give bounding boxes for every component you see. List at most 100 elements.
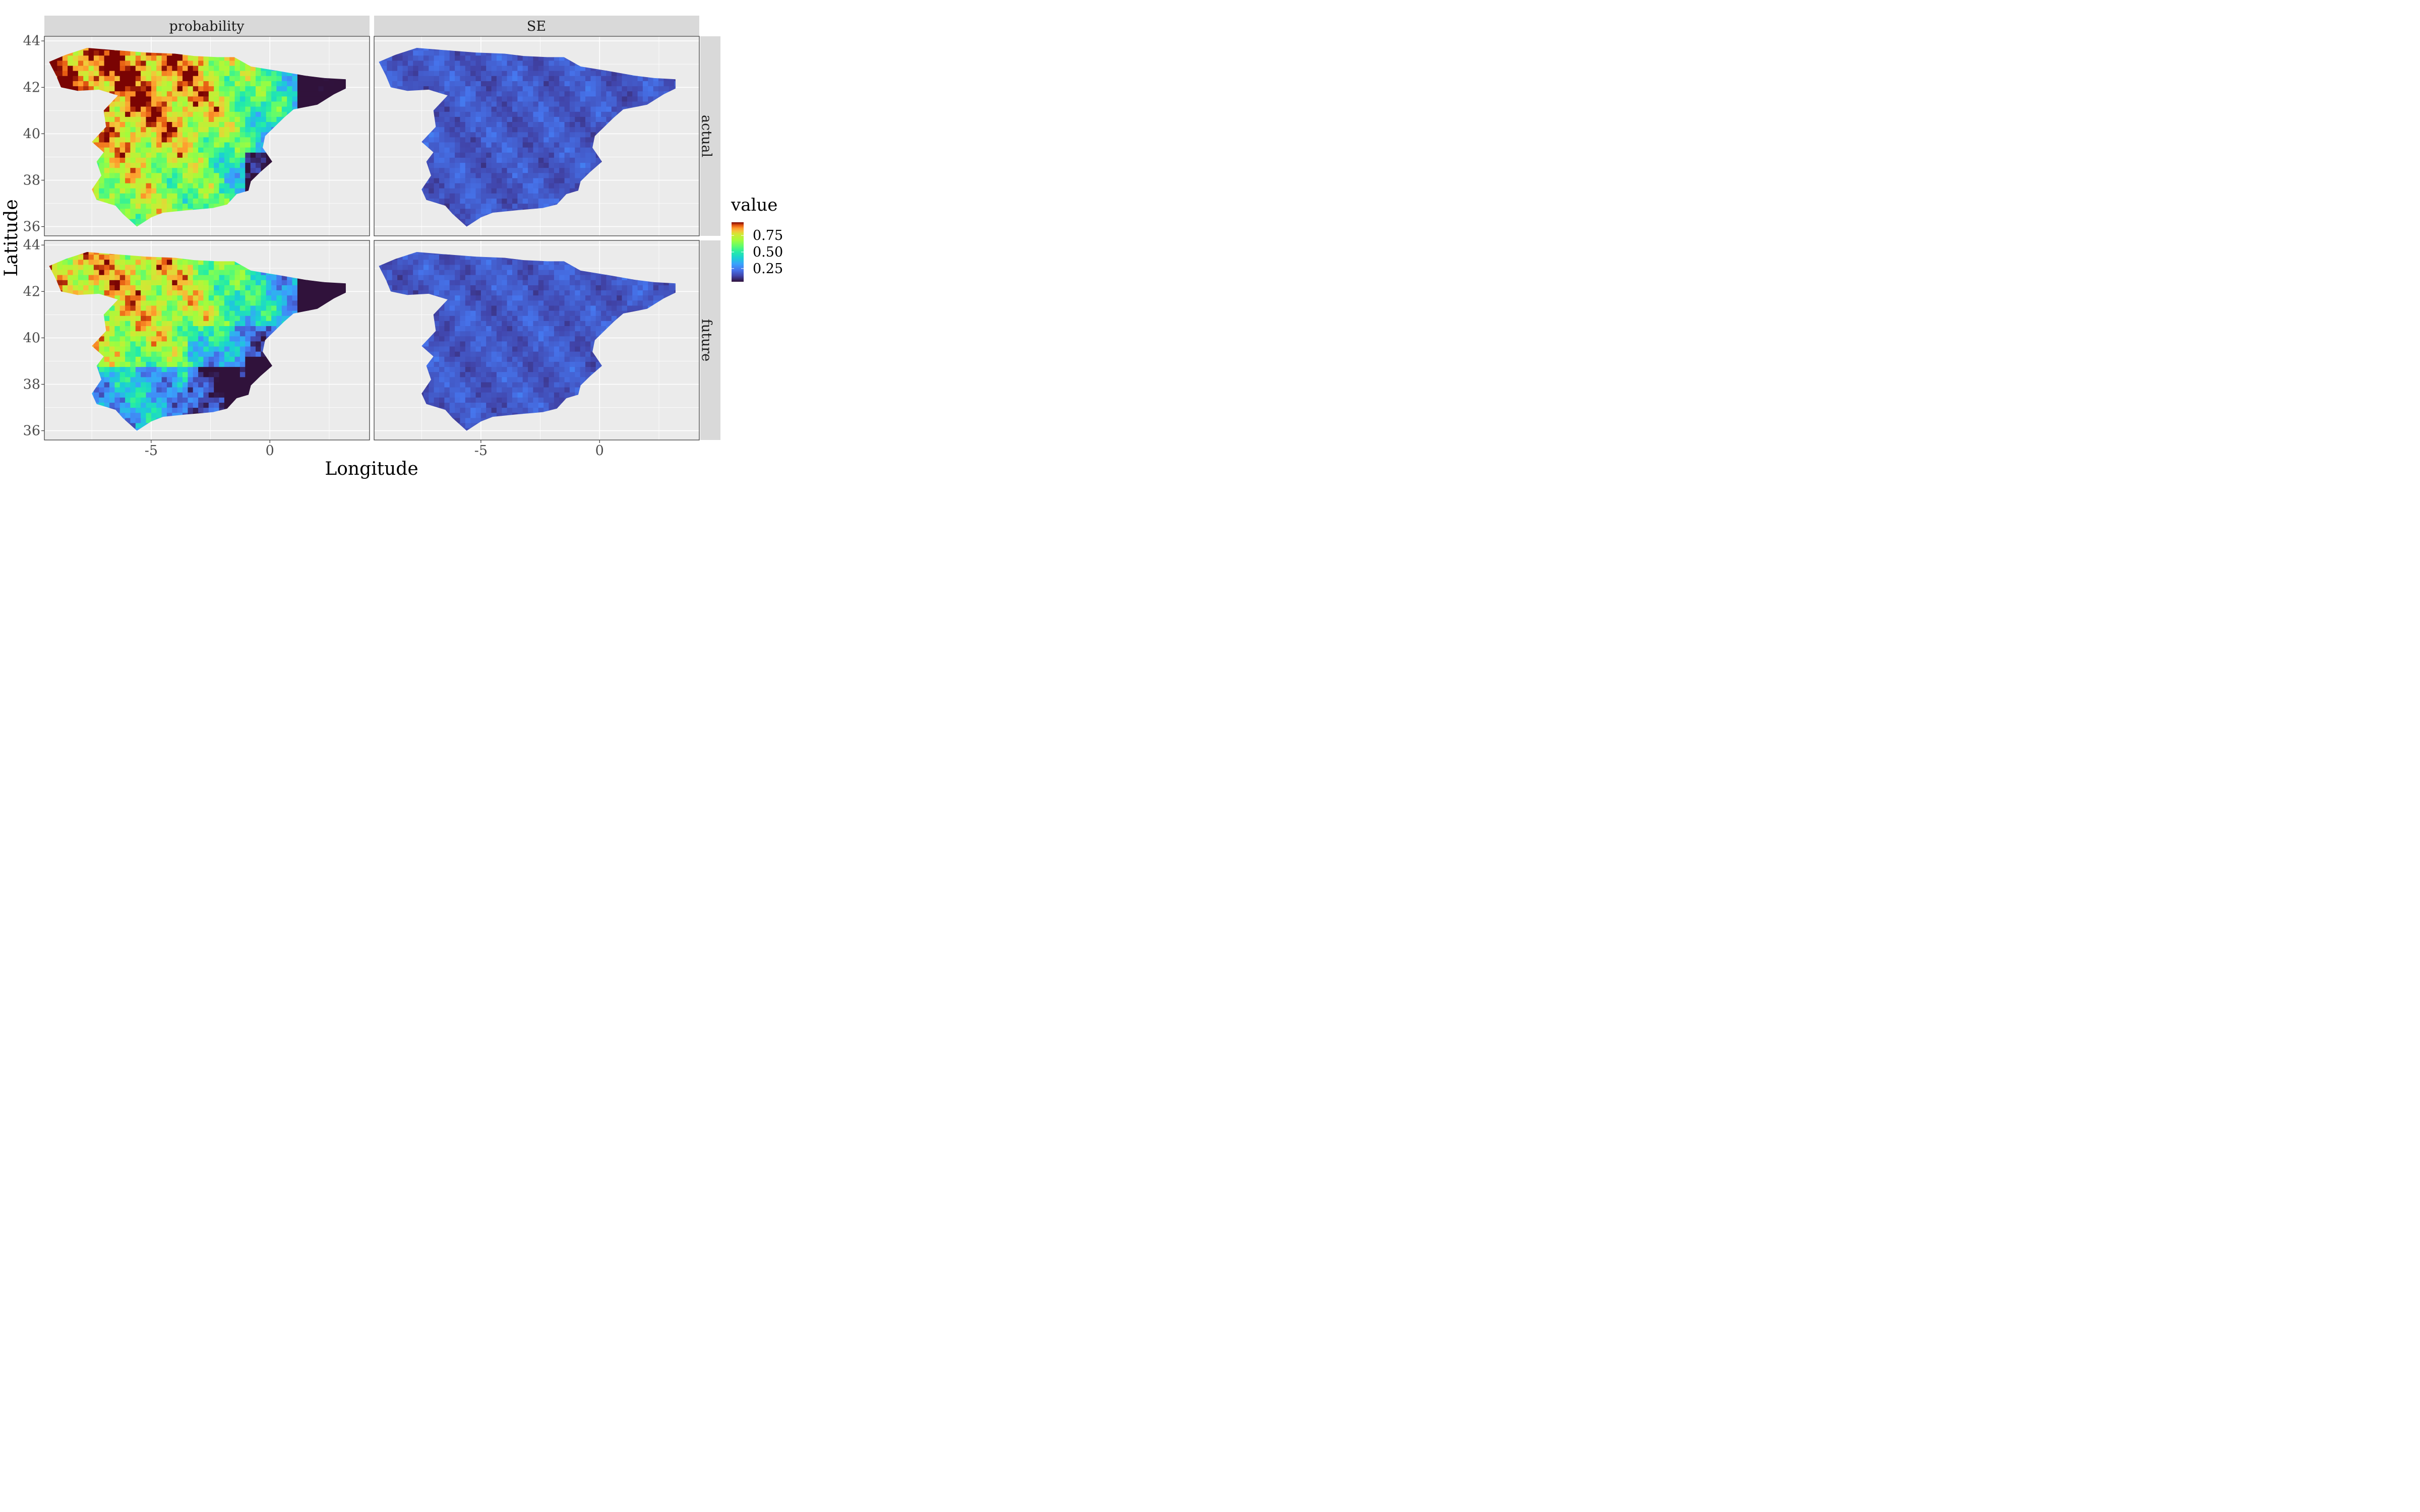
raster-cell	[439, 183, 445, 188]
raster-cell	[590, 106, 596, 112]
raster-cell	[119, 366, 126, 372]
raster-cell	[460, 121, 466, 128]
raster-cell	[491, 157, 497, 163]
raster-cell	[496, 157, 502, 163]
raster-cell	[104, 55, 110, 61]
raster-cell	[460, 111, 466, 117]
raster-cell	[161, 167, 167, 173]
raster-cell	[517, 172, 523, 178]
raster-cell	[276, 91, 282, 97]
raster-cell	[141, 198, 147, 204]
raster-cell	[119, 96, 126, 102]
raster-cell	[135, 152, 141, 158]
raster-cell	[569, 157, 575, 163]
raster-cell	[271, 106, 277, 112]
raster-cell	[449, 203, 455, 209]
raster-cell	[517, 96, 523, 102]
raster-cell	[135, 137, 141, 143]
raster-cell	[266, 127, 272, 133]
raster-cell	[109, 259, 115, 265]
raster-cell	[125, 336, 131, 342]
raster-cell	[554, 81, 560, 87]
raster-cell	[219, 86, 225, 92]
raster-cell	[256, 96, 261, 102]
raster-cell	[507, 96, 513, 102]
raster-cell	[397, 81, 403, 87]
raster-cell	[119, 91, 126, 97]
raster-cell	[125, 285, 131, 291]
raster-cell	[449, 188, 455, 194]
raster-cell	[203, 101, 209, 107]
raster-cell	[130, 402, 136, 408]
raster-cell	[141, 422, 147, 428]
raster-cell	[239, 152, 246, 158]
raster-cell	[78, 60, 84, 66]
raster-cell	[475, 137, 481, 143]
raster-cell	[183, 188, 188, 194]
raster-cell	[569, 66, 575, 71]
raster-cell	[533, 121, 539, 128]
raster-cell	[224, 101, 230, 107]
raster-cell	[261, 137, 267, 143]
raster-cell	[135, 361, 141, 367]
raster-cell	[93, 71, 99, 76]
raster-cell	[559, 193, 565, 199]
raster-cell	[234, 101, 240, 107]
raster-cell	[486, 55, 492, 61]
raster-cell	[214, 162, 220, 168]
raster-cell	[549, 116, 555, 122]
raster-cell	[261, 162, 267, 168]
raster-cell	[271, 71, 277, 76]
raster-cell	[177, 203, 183, 209]
raster-cell	[329, 86, 334, 92]
raster-cell	[491, 208, 497, 214]
raster-cell	[172, 208, 178, 214]
raster-cell	[114, 336, 120, 342]
raster-cell	[528, 198, 534, 204]
raster-cell	[78, 50, 84, 56]
raster-cell	[429, 48, 435, 51]
raster-cell	[193, 101, 199, 107]
raster-cell	[595, 81, 601, 87]
raster-cell	[554, 91, 560, 97]
raster-cell	[109, 111, 115, 117]
raster-cell	[188, 91, 194, 97]
raster-cell	[166, 167, 172, 173]
raster-cell	[109, 264, 115, 270]
raster-cell	[271, 101, 277, 107]
raster-cell	[444, 66, 450, 71]
raster-cell	[266, 71, 272, 76]
raster-cell	[465, 106, 471, 112]
raster-cell	[239, 177, 246, 183]
raster-cell	[78, 55, 84, 61]
raster-cell	[595, 71, 601, 76]
raster-cell	[119, 254, 126, 260]
raster-cell	[292, 91, 298, 97]
raster-cell	[125, 188, 131, 194]
raster-cell	[203, 116, 209, 122]
raster-cell	[130, 366, 136, 372]
raster-cell	[522, 71, 528, 76]
raster-cell	[161, 198, 167, 204]
raster-cell	[528, 203, 534, 209]
raster-cell	[104, 382, 110, 388]
raster-cell	[470, 147, 476, 153]
raster-cell	[407, 86, 413, 92]
raster-cell	[234, 111, 240, 117]
raster-cell	[549, 106, 555, 112]
raster-cell	[429, 147, 435, 153]
raster-cell	[99, 86, 105, 92]
raster-cell	[198, 60, 204, 66]
raster-cell	[569, 152, 575, 158]
raster-cell	[104, 341, 110, 347]
raster-cell	[460, 157, 466, 163]
raster-cell	[297, 101, 303, 107]
raster-cell	[104, 387, 110, 393]
raster-cell	[439, 121, 445, 128]
raster-cell	[559, 157, 565, 163]
raster-cell	[423, 50, 429, 56]
raster-cell	[229, 76, 235, 81]
raster-cell	[188, 71, 194, 76]
raster-cell	[125, 111, 131, 117]
raster-cell	[292, 81, 298, 87]
